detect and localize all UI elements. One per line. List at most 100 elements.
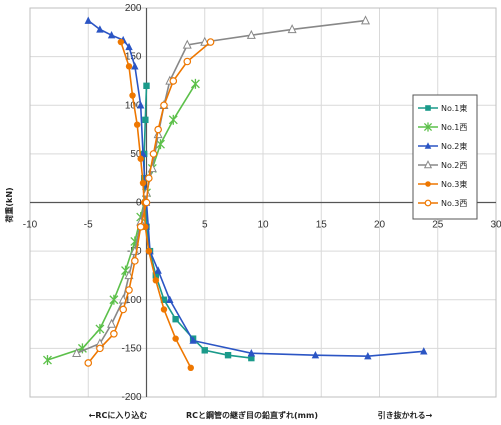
data-point <box>143 82 150 89</box>
data-point <box>172 316 179 323</box>
series-layer <box>43 15 428 372</box>
data-point <box>84 16 92 24</box>
data-point <box>119 305 128 314</box>
data-point <box>183 57 192 66</box>
legend-marker <box>424 199 432 207</box>
legend-label: No.2西 <box>441 161 467 170</box>
data-point <box>172 335 179 342</box>
y-tick-label: 0 <box>136 198 142 209</box>
data-point <box>311 350 320 359</box>
data-point <box>154 125 162 134</box>
data-point <box>43 355 52 366</box>
series-0 <box>140 82 255 362</box>
data-point <box>139 179 147 187</box>
data-point <box>131 62 139 70</box>
data-point <box>156 139 165 150</box>
legend-marker <box>425 105 431 111</box>
legend-label: No.1西 <box>441 123 467 132</box>
series-2 <box>84 16 428 360</box>
legend-label: No.2東 <box>441 141 467 151</box>
data-point <box>142 198 151 207</box>
data-point <box>152 277 160 284</box>
data-point <box>201 347 208 354</box>
data-point <box>160 306 168 313</box>
data-point <box>206 38 215 46</box>
x-axis-label-left: ←RCに入り込む <box>89 410 148 420</box>
x-tick-label: -10 <box>23 220 38 231</box>
x-tick-label: -5 <box>84 220 93 231</box>
data-point <box>200 36 210 46</box>
data-point <box>125 42 133 51</box>
x-tick-label: 10 <box>257 220 269 231</box>
data-point <box>190 78 200 89</box>
legend-marker <box>423 160 433 169</box>
data-point <box>110 329 118 338</box>
x-tick-label: 15 <box>316 220 328 231</box>
data-point <box>142 116 149 124</box>
series-3 <box>72 15 371 357</box>
legend-marker <box>424 142 432 149</box>
data-point <box>139 149 147 158</box>
data-point <box>224 351 232 359</box>
x-axis-label-right: 引き抜かれる→ <box>378 410 433 420</box>
data-point <box>133 121 141 128</box>
y-tick-label: -100 <box>121 295 141 306</box>
data-point <box>145 174 153 182</box>
data-point <box>95 323 105 334</box>
data-point <box>129 92 136 99</box>
data-point <box>107 318 117 328</box>
data-point <box>145 247 153 255</box>
data-point <box>361 15 371 25</box>
data-point <box>152 272 160 279</box>
data-point <box>96 25 104 33</box>
data-point <box>247 349 256 357</box>
data-point <box>136 223 145 231</box>
data-point <box>109 294 119 305</box>
data-point <box>246 29 256 39</box>
data-point <box>364 351 372 360</box>
x-tick-label: 20 <box>374 220 386 231</box>
legend-box <box>412 94 478 220</box>
data-point <box>84 359 93 367</box>
data-point <box>149 150 158 158</box>
y-tick-label: -150 <box>121 343 141 354</box>
data-point <box>182 39 192 49</box>
y-tick-label: -200 <box>121 392 141 403</box>
x-tick-label: 5 <box>202 220 208 231</box>
series-5 <box>84 38 215 367</box>
legend-label: No.3西 <box>441 199 467 208</box>
data-point <box>189 336 197 344</box>
data-point <box>107 31 116 39</box>
data-point <box>168 114 178 125</box>
x-tick-label: 30 <box>490 220 501 231</box>
data-point <box>160 296 168 303</box>
data-point <box>287 24 297 34</box>
data-point <box>125 286 133 294</box>
legend-marker <box>425 181 431 187</box>
data-point <box>131 257 139 265</box>
data-point <box>420 347 428 355</box>
data-point <box>125 63 133 70</box>
data-point <box>117 38 125 46</box>
y-tick-label: 150 <box>125 52 142 63</box>
data-point <box>169 77 178 85</box>
data-point <box>154 266 162 274</box>
legend: No.1東 No.1西 No.2東 No.2西 No.3東 No.3西 <box>412 94 478 220</box>
data-point <box>136 101 145 109</box>
legend-label: No.1東 <box>441 103 467 113</box>
y-tick-label: 50 <box>130 149 142 160</box>
data-point <box>166 295 174 303</box>
data-point <box>96 344 104 353</box>
data-point <box>160 101 168 110</box>
legend-marker <box>423 122 433 132</box>
x-axis-label: RCと鋼管の継ぎ目の鉛直ずれ(mm) <box>186 410 318 420</box>
series-line <box>87 19 424 358</box>
data-point <box>187 364 194 372</box>
data-point <box>72 347 82 357</box>
y-axis-label: 荷重(kN) <box>4 187 14 223</box>
y-tick-label: 200 <box>125 3 142 14</box>
data-point <box>248 354 255 362</box>
data-point <box>137 155 144 162</box>
x-tick-label: 25 <box>432 220 444 231</box>
